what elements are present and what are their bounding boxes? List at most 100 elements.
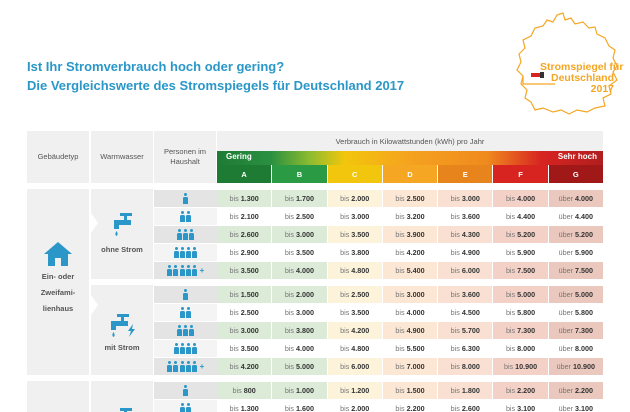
- person-icon: [192, 247, 198, 258]
- value-cell-a: bis 2.600: [217, 226, 273, 243]
- value-prefix: bis: [505, 212, 516, 221]
- value-cell-c: bis 1.200: [327, 382, 383, 399]
- value-prefix: über: [558, 248, 574, 257]
- value-prefix: bis: [229, 344, 239, 353]
- value-number: 8.000: [517, 344, 536, 353]
- value-number: 3.500: [240, 344, 259, 353]
- logo-text-line2: Deutschland: [550, 72, 614, 84]
- value-cell-f: bis 8.000: [493, 340, 549, 357]
- value-cell-e: bis 3.600: [438, 286, 494, 303]
- person-icon: [173, 265, 179, 276]
- value-number: 2.100: [240, 212, 259, 221]
- value-cell-d: bis 3.200: [382, 208, 439, 225]
- person-icon: [192, 343, 198, 354]
- person-icon: [186, 403, 192, 412]
- value-prefix: bis: [505, 230, 516, 239]
- person-icon: [179, 211, 185, 222]
- value-prefix: bis: [395, 326, 405, 335]
- person-icon: [167, 361, 173, 372]
- persons-cell: [154, 226, 217, 243]
- grade-b: B: [272, 165, 328, 183]
- header-verbrauch: Verbrauch in Kilowattstunden (kWh) pro J…: [217, 131, 603, 151]
- value-prefix: bis: [505, 248, 516, 257]
- value-cell-b: bis 4.000: [272, 340, 328, 357]
- grade-g: G: [548, 165, 603, 183]
- value-number: 5.700: [461, 326, 480, 335]
- value-prefix: bis: [505, 326, 516, 335]
- value-number: 5.000: [296, 362, 315, 371]
- value-number: 2.500: [351, 290, 370, 299]
- warmwasser-cell-mit-strom: mit Strom: [91, 285, 153, 375]
- value-prefix: über: [558, 212, 574, 221]
- value-number: 4.000: [406, 308, 425, 317]
- value-number: 4.000: [575, 194, 594, 203]
- value-number: 1.300: [240, 404, 259, 412]
- value-number: 3.900: [406, 230, 425, 239]
- value-cell-f: bis 7.500: [493, 262, 549, 279]
- person-icon: [186, 211, 192, 222]
- grade-e: E: [438, 165, 494, 183]
- value-prefix: bis: [450, 404, 460, 412]
- value-cell-d: bis 5.400: [382, 262, 439, 279]
- value-prefix: bis: [284, 344, 295, 353]
- value-number: 4.000: [517, 194, 536, 203]
- value-number: 7.500: [575, 266, 594, 275]
- person-icon: [176, 229, 182, 240]
- value-prefix: über: [558, 194, 574, 203]
- value-cell-g: über 4.000: [548, 190, 603, 207]
- table-row: + bis 3.500 bis 4.000 bis 4.800 bis 5.400 bis 6.00…: [154, 262, 603, 279]
- value-cell-d: bis 4.000: [382, 304, 439, 321]
- value-number: 2.500: [296, 212, 315, 221]
- persons-cell: [154, 190, 217, 207]
- value-prefix: bis: [229, 404, 239, 412]
- value-prefix: bis: [284, 230, 295, 239]
- page-title-line1: Ist Ihr Stromverbrauch hoch oder gering?: [27, 59, 285, 74]
- person-icon: [179, 265, 185, 276]
- value-prefix: bis: [395, 344, 405, 353]
- value-number: 4.900: [461, 248, 480, 257]
- table-row: bis 800 bis 1.000 bis 1.200 bis 1.500 bis 1.800 bi…: [154, 382, 603, 399]
- value-number: 2.600: [461, 404, 480, 412]
- value-number: 5.000: [575, 290, 594, 299]
- value-cell-e: bis 4.300: [438, 226, 494, 243]
- value-prefix: bis: [450, 326, 460, 335]
- value-number: 1.200: [351, 386, 370, 395]
- value-number: 3.100: [517, 404, 536, 412]
- value-cell-g: über 5.900: [548, 244, 603, 261]
- value-cell-d: bis 1.500: [382, 382, 439, 399]
- value-cell-g: über 3.100: [548, 400, 603, 412]
- value-prefix: über: [558, 230, 574, 239]
- value-number: 10.900: [515, 362, 538, 371]
- value-number: 1.000: [296, 386, 315, 395]
- value-cell-c: bis 4.800: [327, 262, 383, 279]
- value-prefix: bis: [395, 248, 405, 257]
- value-prefix: bis: [340, 212, 350, 221]
- value-number: 5.200: [517, 230, 536, 239]
- value-prefix: bis: [450, 248, 460, 257]
- value-prefix: bis: [395, 308, 405, 317]
- value-number: 3.600: [461, 290, 480, 299]
- persons-cell: [154, 208, 217, 225]
- table-row: bis 1.500 bis 2.000 bis 2.500 bis 3.000 bis 3.600…: [154, 286, 603, 303]
- germany-map-plug-icon: [516, 12, 618, 115]
- table-row: bis 2.600 bis 3.000 bis 3.500 bis 3.900 bis 4.300…: [154, 226, 603, 243]
- value-number: 5.900: [517, 248, 536, 257]
- value-prefix: bis: [340, 290, 350, 299]
- value-cell-a: bis 3.000: [217, 322, 273, 339]
- value-prefix: bis: [229, 266, 239, 275]
- person-icon: [173, 247, 179, 258]
- value-number: 2.200: [575, 386, 594, 395]
- value-prefix: bis: [229, 212, 239, 221]
- value-prefix: bis: [232, 386, 242, 395]
- person-icon: [186, 343, 192, 354]
- value-cell-c: bis 2.000: [327, 190, 383, 207]
- value-cell-f: bis 4.000: [493, 190, 549, 207]
- value-cell-d: bis 2.200: [382, 400, 439, 412]
- value-number: 2.000: [296, 290, 315, 299]
- value-number: 1.500: [406, 386, 425, 395]
- value-prefix: bis: [450, 362, 460, 371]
- value-number: 7.000: [406, 362, 425, 371]
- value-prefix: über: [556, 362, 572, 371]
- value-cell-b: bis 1.000: [272, 382, 328, 399]
- value-cell-e: bis 3.600: [438, 208, 494, 225]
